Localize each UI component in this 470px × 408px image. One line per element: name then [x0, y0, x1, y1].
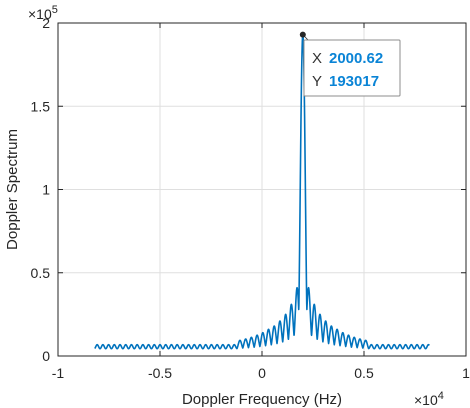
y-tick-label: 0.5 — [31, 265, 51, 281]
y-tick-label: 1 — [42, 182, 50, 198]
x-axis-exponent: ×104 — [414, 390, 444, 408]
x-tick-label: 1 — [462, 365, 470, 381]
datatip-y-value: 193017 — [329, 73, 379, 90]
x-tick-label: -1 — [52, 365, 65, 381]
y-tick-label: 2 — [42, 15, 50, 31]
x-axis-label: Doppler Frequency (Hz) — [182, 391, 342, 408]
x-tick-label: -0.5 — [148, 365, 172, 381]
datatip-box[interactable] — [303, 39, 401, 97]
grid-lines — [57, 22, 467, 357]
y-axis-label: Doppler Spectrum — [4, 129, 21, 250]
y-tick-label: 1.5 — [31, 98, 51, 114]
x-tick-label: 0 — [258, 365, 266, 381]
x-tick-label: 0.5 — [354, 365, 374, 381]
y-tick-label: 0 — [42, 348, 50, 364]
series-layer — [94, 33, 430, 350]
datatip-x-key: X — [312, 50, 322, 67]
axis-ticks — [57, 22, 467, 357]
spectrum-line — [94, 33, 430, 350]
tick-labels: -1 -0.5 0 0.5 1 0 0.5 1 1.5 2 — [31, 15, 470, 381]
datatip-x-value: 2000.62 — [329, 50, 383, 67]
datatip[interactable]: X 2000.62 Y 193017 — [299, 31, 401, 97]
datatip-y-key: Y — [312, 73, 322, 90]
y-axis-exponent: ×105 — [28, 4, 58, 22]
datatip-marker[interactable] — [299, 31, 306, 38]
